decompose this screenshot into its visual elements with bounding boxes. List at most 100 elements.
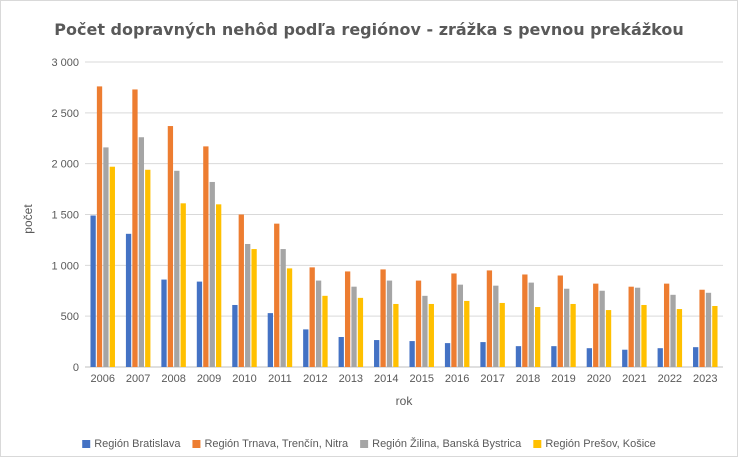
x-tick-label: 2009 bbox=[197, 373, 221, 385]
y-axis-title: počet bbox=[21, 204, 35, 234]
bar-2019-series-1 bbox=[551, 346, 557, 367]
bar-2017-series-3 bbox=[493, 285, 499, 367]
bar-2008-series-3 bbox=[174, 170, 180, 367]
bar-2011-series-2 bbox=[274, 223, 280, 367]
y-axis-ticks: 0 500 1 000 1 500 2 000 2 500 3 000 bbox=[51, 57, 79, 374]
bar-2011-series-1 bbox=[267, 313, 273, 367]
legend-item-2: Región Trnava, Trenčín, Nitra bbox=[192, 438, 349, 450]
x-tick-label: 2018 bbox=[516, 373, 540, 385]
bar-2007-series-1 bbox=[125, 233, 132, 367]
bar-2008-series-2 bbox=[167, 126, 174, 367]
bar-2015-series-1 bbox=[409, 341, 415, 367]
bar-2017-series-2 bbox=[486, 270, 493, 367]
bar-2012-series-1 bbox=[303, 329, 309, 367]
bar-2007-series-2 bbox=[132, 89, 138, 367]
x-tick-label: 2016 bbox=[445, 373, 469, 385]
bar-2021-series-4 bbox=[641, 304, 647, 367]
bar-2006-series-1 bbox=[90, 215, 96, 367]
bar-2014-series-3 bbox=[386, 280, 393, 367]
x-tick-label: 2015 bbox=[409, 373, 433, 385]
x-tick-label: 2021 bbox=[622, 373, 646, 385]
legend-label: Región Trnava, Trenčín, Nitra bbox=[204, 438, 349, 450]
legend-item-1: Región Bratislava bbox=[82, 438, 181, 450]
x-tick-label: 2023 bbox=[693, 373, 717, 385]
bar-2010-series-4 bbox=[251, 249, 257, 367]
grid bbox=[85, 61, 723, 368]
legend-label: Región Žilina, Banská Bystrica bbox=[372, 437, 522, 450]
bar-2018-series-1 bbox=[515, 346, 522, 367]
bar-2023-series-2 bbox=[699, 289, 705, 367]
bar-2010-series-2 bbox=[238, 214, 244, 367]
legend-swatch bbox=[360, 440, 369, 448]
bars bbox=[90, 86, 718, 368]
bar-2012-series-2 bbox=[309, 267, 315, 367]
bar-2018-series-3 bbox=[528, 282, 534, 367]
bar-2009-series-1 bbox=[196, 281, 203, 367]
bar-2016-series-4 bbox=[464, 300, 470, 367]
bar-2010-series-3 bbox=[245, 243, 251, 367]
x-tick-label: 2019 bbox=[551, 373, 575, 385]
bar-2008-series-4 bbox=[180, 203, 186, 367]
bar-2014-series-2 bbox=[380, 269, 386, 367]
bar-2015-series-2 bbox=[415, 280, 422, 367]
bar-2023-series-4 bbox=[712, 306, 718, 367]
x-tick-label: 2010 bbox=[232, 373, 256, 385]
x-tick-label: 2017 bbox=[480, 373, 504, 385]
bar-2006-series-4 bbox=[109, 166, 115, 367]
bar-2014-series-4 bbox=[393, 303, 399, 367]
x-tick-label: 2013 bbox=[339, 373, 363, 385]
bar-2018-series-2 bbox=[522, 274, 528, 367]
x-tick-label: 2008 bbox=[161, 373, 185, 385]
bar-2013-series-4 bbox=[357, 297, 364, 367]
bar-2020-series-2 bbox=[593, 283, 599, 367]
bar-2022-series-4 bbox=[676, 309, 683, 367]
x-tick-label: 2022 bbox=[658, 373, 682, 385]
bar-2020-series-3 bbox=[599, 290, 605, 367]
bar-2012-series-4 bbox=[322, 295, 328, 367]
legend-swatch bbox=[533, 440, 542, 448]
y-tick-label: 2 500 bbox=[51, 108, 79, 120]
bar-2008-series-1 bbox=[161, 279, 167, 367]
x-tick-label: 2006 bbox=[90, 373, 114, 385]
bar-2012-series-3 bbox=[315, 280, 322, 367]
bar-2022-series-2 bbox=[663, 283, 670, 367]
bar-2015-series-3 bbox=[422, 295, 428, 367]
bar-2019-series-2 bbox=[557, 275, 563, 367]
y-tick-label: 500 bbox=[61, 311, 79, 323]
bar-2022-series-1 bbox=[657, 348, 663, 367]
bar-2016-series-1 bbox=[444, 343, 451, 367]
legend-swatch bbox=[192, 440, 201, 448]
bar-2019-series-3 bbox=[564, 288, 570, 367]
bar-2010-series-1 bbox=[232, 304, 238, 367]
x-axis-ticks: 2006 2007 2008 2009 2010 2011 2012 2013 2014 2015… bbox=[90, 373, 717, 385]
bar-2023-series-1 bbox=[693, 347, 699, 367]
legend-label: Región Bratislava bbox=[94, 438, 181, 450]
bar-2011-series-3 bbox=[280, 249, 286, 367]
x-tick-label: 2012 bbox=[303, 373, 327, 385]
x-tick-label: 2007 bbox=[126, 373, 150, 385]
legend-swatch bbox=[82, 440, 91, 448]
legend: Región Bratislava Región Trnava, Trenčín,… bbox=[82, 437, 656, 450]
bar-2023-series-3 bbox=[705, 292, 712, 367]
legend-label: Región Prešov, Košice bbox=[545, 438, 655, 450]
bar-2016-series-2 bbox=[451, 273, 457, 367]
bar-2009-series-4 bbox=[216, 204, 222, 367]
legend-item-3: Región Žilina, Banská Bystrica bbox=[360, 437, 522, 450]
x-axis-title: rok bbox=[396, 394, 414, 408]
bar-2007-series-3 bbox=[138, 137, 145, 367]
y-tick-label: 3 000 bbox=[51, 57, 79, 69]
bar-2011-series-4 bbox=[286, 268, 293, 367]
legend-item-4: Región Prešov, Košice bbox=[533, 438, 656, 450]
bar-2017-series-4 bbox=[499, 302, 505, 367]
bar-2006-series-2 bbox=[96, 86, 103, 368]
chart-title: Počet dopravných nehôd podľa regiónov - … bbox=[54, 20, 683, 39]
bar-2020-series-4 bbox=[605, 310, 612, 367]
y-tick-label: 1 000 bbox=[51, 260, 79, 272]
bar-2009-series-2 bbox=[203, 146, 209, 367]
bar-2017-series-1 bbox=[480, 342, 486, 367]
y-tick-label: 0 bbox=[73, 362, 79, 374]
bar-2021-series-3 bbox=[634, 287, 641, 367]
bar-2019-series-4 bbox=[570, 303, 576, 367]
